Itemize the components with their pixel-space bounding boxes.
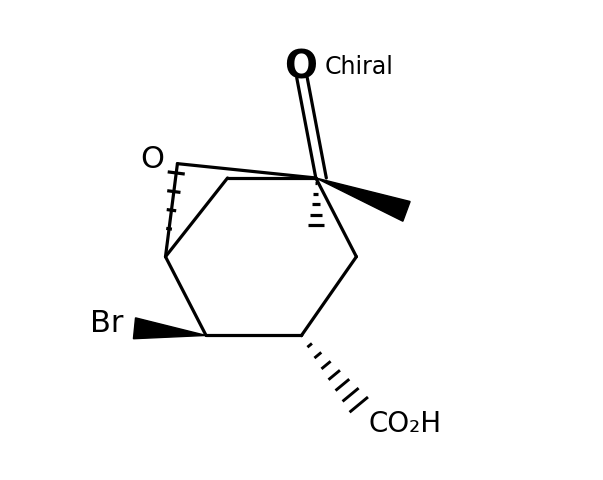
Text: O: O — [284, 48, 317, 86]
Text: Chiral: Chiral — [324, 55, 393, 79]
Polygon shape — [133, 318, 206, 339]
Text: Br: Br — [90, 309, 124, 338]
Polygon shape — [316, 178, 410, 221]
Text: O: O — [140, 145, 165, 174]
Text: CO₂H: CO₂H — [368, 410, 441, 438]
